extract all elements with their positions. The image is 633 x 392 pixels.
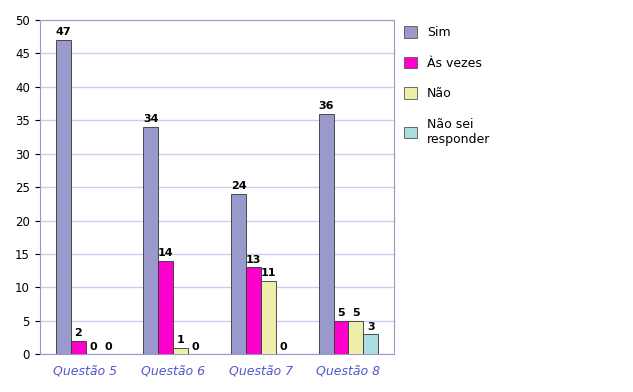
Bar bbox=[318, 114, 334, 354]
Text: 0: 0 bbox=[104, 341, 111, 352]
Text: 24: 24 bbox=[230, 181, 246, 191]
Bar bbox=[246, 267, 261, 354]
Legend: Sim, Às vezes, Não, Não sei
responder: Sim, Às vezes, Não, Não sei responder bbox=[404, 26, 490, 146]
Bar bbox=[173, 348, 188, 354]
Bar bbox=[348, 321, 363, 354]
Text: 47: 47 bbox=[55, 27, 71, 37]
Text: 0: 0 bbox=[89, 341, 97, 352]
Text: 34: 34 bbox=[143, 114, 158, 124]
Bar bbox=[231, 194, 246, 354]
Text: 36: 36 bbox=[318, 101, 334, 111]
Text: 2: 2 bbox=[74, 328, 82, 338]
Text: 3: 3 bbox=[367, 321, 375, 332]
Bar bbox=[143, 127, 158, 354]
Bar bbox=[334, 321, 348, 354]
Text: 11: 11 bbox=[261, 268, 276, 278]
Bar bbox=[158, 261, 173, 354]
Bar bbox=[56, 40, 71, 354]
Text: 0: 0 bbox=[192, 341, 199, 352]
Text: 0: 0 bbox=[279, 341, 287, 352]
Bar bbox=[71, 341, 85, 354]
Text: 13: 13 bbox=[246, 255, 261, 265]
Text: 5: 5 bbox=[337, 308, 345, 318]
Text: 5: 5 bbox=[352, 308, 360, 318]
Bar bbox=[261, 281, 276, 354]
Text: 1: 1 bbox=[177, 335, 184, 345]
Text: 14: 14 bbox=[158, 248, 173, 258]
Bar bbox=[363, 334, 379, 354]
